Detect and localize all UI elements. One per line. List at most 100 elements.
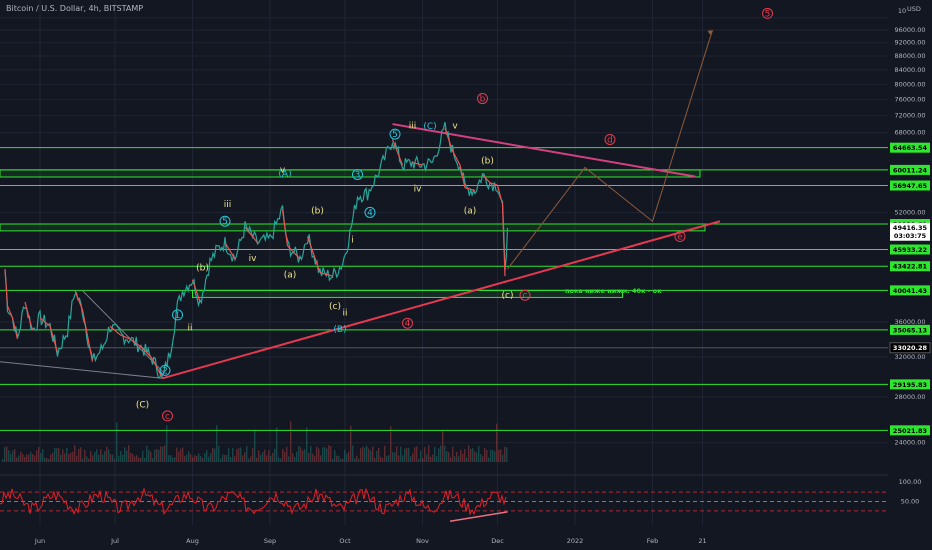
- volume-bar: [252, 447, 254, 462]
- y-tick-label: 52000.00: [894, 209, 925, 217]
- volume-bar: [90, 451, 92, 462]
- volume-bar: [498, 449, 500, 462]
- volume-bar: [368, 448, 370, 462]
- wave-label: 5: [222, 217, 228, 227]
- volume-bar: [324, 447, 326, 462]
- volume-bar: [60, 454, 62, 462]
- wave-label: (C): [423, 122, 436, 132]
- volume-bar: [16, 457, 18, 462]
- wave-circle: [477, 93, 488, 105]
- volume-bar: [174, 457, 176, 462]
- down-segment: [281, 209, 289, 246]
- volume-bar: [350, 425, 352, 462]
- volume-bar: [184, 456, 186, 462]
- level-tag: [890, 180, 930, 191]
- volume-bar: [242, 455, 244, 462]
- wave-label: 2: [162, 366, 168, 376]
- volume-bar: [126, 450, 128, 462]
- volume-bar: [416, 446, 418, 462]
- volume-bar: [504, 446, 506, 462]
- volume-bar: [480, 454, 482, 462]
- volume-bar: [396, 446, 398, 462]
- volume-bar: [464, 449, 466, 462]
- volume-bar: [496, 423, 498, 462]
- volume-bar: [20, 451, 22, 462]
- volume-bar: [26, 454, 28, 462]
- volume-bar: [226, 454, 228, 462]
- level-tag-label: 43422.81: [893, 263, 928, 271]
- wave-label: c: [165, 412, 170, 422]
- down-segment: [391, 139, 404, 166]
- volume-bar: [294, 456, 296, 462]
- volume-bar: [144, 457, 146, 462]
- volume-bar: [94, 452, 96, 462]
- volume-bar: [422, 458, 424, 462]
- volume-bar: [384, 445, 386, 462]
- x-tick-label: Nov: [416, 537, 429, 545]
- volume-bar: [340, 458, 342, 462]
- volume-bar: [116, 422, 118, 462]
- y-tick-label: 96000.00: [894, 26, 925, 34]
- volume-bar: [298, 445, 300, 462]
- volume-bar: [346, 453, 348, 462]
- volume-bar: [244, 452, 246, 462]
- volume-bar: [446, 451, 448, 462]
- volume-bar: [372, 446, 374, 462]
- volume-bar: [156, 449, 158, 462]
- trend-lines: [0, 29, 721, 380]
- volume-bar: [440, 445, 442, 462]
- volume-bar: [120, 451, 122, 462]
- volume-bar: [404, 448, 406, 462]
- wave-label: (c): [329, 302, 341, 312]
- volume-bar: [326, 448, 328, 462]
- low-marker-tag: [889, 342, 931, 354]
- volume-bar: [364, 447, 366, 462]
- volume-bar: [318, 448, 320, 462]
- volume-bar: [202, 457, 204, 462]
- y-top-label: 10: [898, 7, 906, 15]
- volume-bar: [180, 448, 182, 462]
- y-tick-label: 36000.00: [894, 318, 925, 326]
- time-axis[interactable]: Jun Jul Aug Sep Oct Nov Dec 2022 Feb 21: [34, 537, 707, 545]
- down-segment: [412, 162, 423, 166]
- wave-circle: [159, 364, 171, 376]
- volume-bar: [276, 427, 278, 462]
- wedge-top: [82, 290, 163, 372]
- volume-bar: [134, 456, 136, 462]
- volume-bar: [474, 451, 476, 462]
- down-segment: [451, 150, 461, 166]
- volume-bar: [454, 456, 456, 462]
- volume-bar: [76, 455, 78, 462]
- y-tick-label: 80000.00: [894, 80, 925, 88]
- volume-bar: [234, 456, 236, 462]
- volume-bar: [402, 455, 404, 462]
- volume-bar: [478, 446, 480, 462]
- level-tag-label: 64663.54: [893, 144, 928, 152]
- volume-bar: [152, 458, 154, 462]
- volume-bar: [122, 454, 124, 462]
- volume-bar: [322, 447, 324, 462]
- volume-bar: [40, 453, 42, 462]
- volume-bar: [162, 446, 164, 462]
- volume-bar: [52, 452, 54, 462]
- down-segment: [142, 347, 153, 360]
- wave-circle: [674, 231, 686, 243]
- wave-label: (b): [311, 207, 324, 217]
- volume-bar: [230, 457, 232, 462]
- volume-bar: [218, 445, 220, 462]
- volume-bar: [124, 447, 126, 462]
- volume-bar: [248, 458, 250, 462]
- volume-bar: [494, 451, 496, 462]
- rsi-mid-label: 50.00: [901, 498, 920, 506]
- volume-bar: [330, 446, 332, 462]
- wave-label: (B): [333, 325, 346, 335]
- volume-bar: [438, 448, 440, 462]
- wave-label: 4: [367, 208, 373, 218]
- volume-bar: [110, 454, 112, 462]
- level-tag-label: 56947.65: [893, 182, 928, 190]
- volume-bar: [302, 450, 304, 462]
- current-price-tag: [890, 222, 930, 241]
- volume-bar: [268, 450, 270, 462]
